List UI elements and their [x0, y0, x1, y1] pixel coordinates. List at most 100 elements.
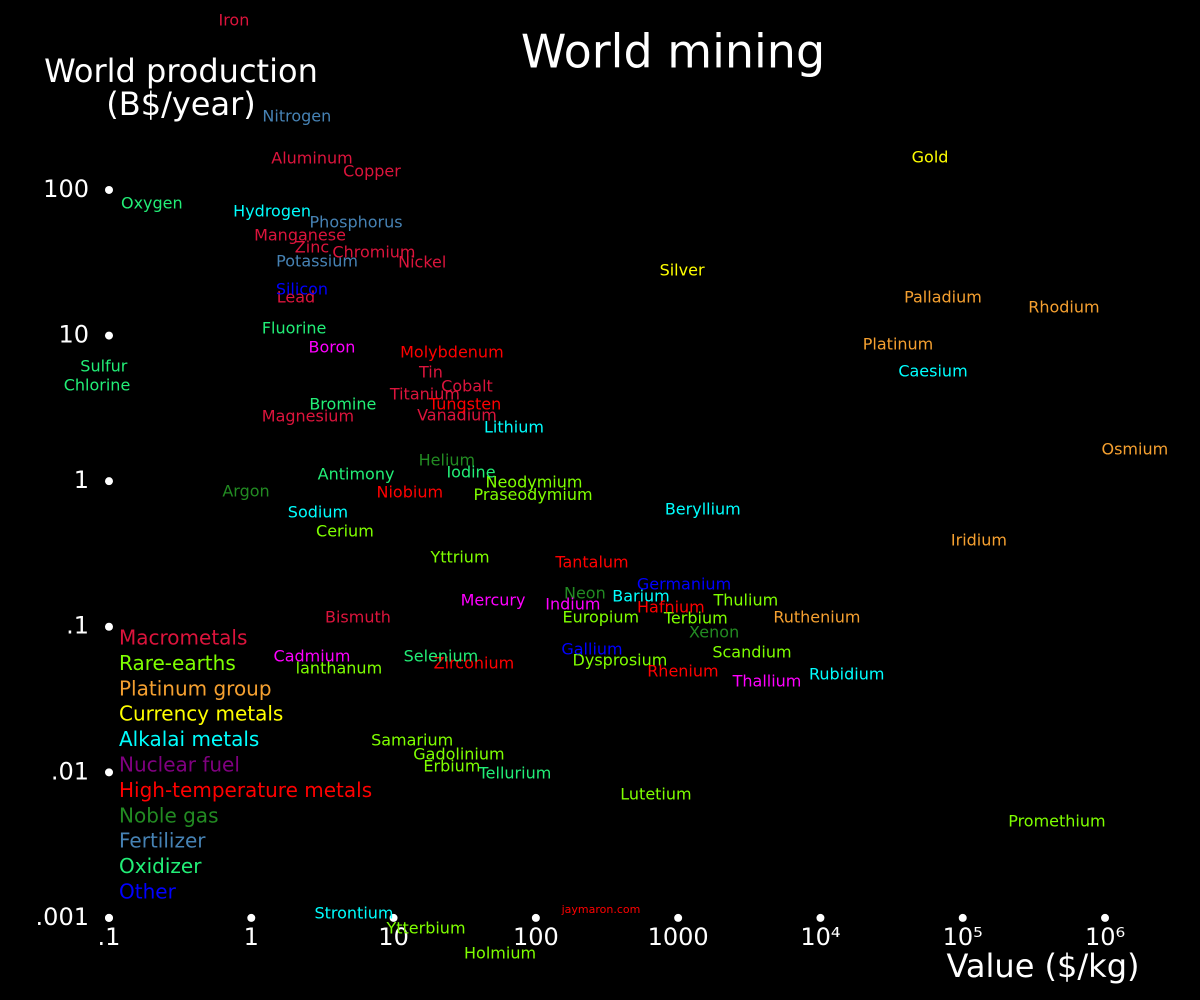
- element-point: Lithium: [484, 417, 544, 436]
- legend-entry: Fertilizer: [119, 829, 206, 853]
- element-point: Antimony: [318, 465, 395, 484]
- element-point: Cobalt: [441, 376, 493, 395]
- element-point: Indium: [545, 595, 600, 614]
- legend-entry: Macrometals: [119, 626, 247, 650]
- y-tick-label: .001: [36, 903, 89, 931]
- y-axis-label: (B$/year): [106, 85, 255, 123]
- element-point: Nitrogen: [262, 107, 331, 126]
- element-point: Dysprosium: [573, 650, 668, 669]
- element-point: Scandium: [712, 643, 791, 662]
- element-point: Helium: [419, 450, 476, 469]
- y-tick-mark: [104, 185, 113, 194]
- element-point: Holmium: [464, 943, 536, 962]
- element-point: Potassium: [276, 252, 358, 271]
- element-point: Tellurium: [478, 763, 552, 782]
- element-point: Manganese: [254, 225, 346, 244]
- element-point: Terbium: [663, 609, 728, 628]
- element-point: Phosphorus: [310, 213, 403, 232]
- y-axis-label: World production: [44, 52, 318, 90]
- element-point: Tin: [418, 363, 443, 382]
- element-point: Sulfur: [80, 357, 128, 376]
- element-point: Iron: [218, 10, 249, 29]
- element-point: Rhenium: [647, 661, 718, 680]
- legend-entry: Rare-earths: [119, 651, 236, 675]
- x-tick-mark: [104, 913, 113, 922]
- element-point: Cerium: [316, 521, 374, 540]
- legend-entry: Currency metals: [119, 702, 283, 726]
- element-point: Platinum: [863, 335, 933, 354]
- element-point: Zinc: [295, 237, 329, 256]
- element-point: Silicon: [276, 279, 328, 298]
- element-point: Strontium: [314, 904, 393, 923]
- element-point: Promethium: [1008, 811, 1105, 830]
- element-point: Xenon: [689, 622, 739, 641]
- element-point: Bromine: [309, 395, 376, 414]
- element-point: Ytterbium: [385, 918, 465, 937]
- legend-entry: Other: [119, 880, 177, 904]
- legend-entry: High-temperature metals: [119, 778, 372, 802]
- x-tick-mark: [674, 913, 683, 922]
- x-tick-label: 1000: [648, 923, 709, 951]
- element-point: Silver: [660, 260, 705, 279]
- element-point: Beryllium: [665, 499, 741, 518]
- element-point: Iodine: [446, 462, 495, 481]
- legend-entry: Oxidizer: [119, 854, 202, 878]
- element-point: Gallium: [561, 639, 622, 658]
- x-tick-label: 1: [244, 923, 259, 951]
- element-point: Ruthenium: [773, 607, 860, 626]
- element-point: Gold: [912, 147, 949, 166]
- element-point: Iridium: [951, 531, 1007, 550]
- y-tick-mark: [104, 331, 113, 340]
- element-point: Samarium: [371, 731, 453, 750]
- element-point: Chlorine: [64, 375, 131, 394]
- watermark: jaymaron.com: [561, 903, 641, 916]
- element-point: lanthanum: [296, 658, 382, 677]
- element-point: Europium: [563, 607, 640, 626]
- element-point: Caesium: [898, 362, 967, 381]
- element-point: Hafnium: [637, 597, 705, 616]
- element-point: Neon: [564, 583, 606, 602]
- y-tick-label: 10: [58, 321, 89, 349]
- element-point: Oxygen: [121, 194, 183, 213]
- x-tick-mark: [389, 913, 398, 922]
- x-tick-mark: [958, 913, 967, 922]
- y-tick-label: 100: [43, 175, 89, 203]
- x-tick-mark: [247, 913, 256, 922]
- element-point: Selenium: [404, 646, 479, 665]
- element-point: Chromium: [332, 243, 415, 262]
- element-point: Copper: [343, 161, 401, 180]
- x-tick-label: 10⁶: [1085, 923, 1125, 951]
- legend-entry: Platinum group: [119, 676, 272, 700]
- legend-entry: Noble gas: [119, 803, 218, 827]
- element-point: Sodium: [288, 502, 348, 521]
- element-point: Mercury: [461, 591, 526, 610]
- element-point: Palladium: [904, 288, 982, 307]
- y-tick-mark: [104, 477, 113, 486]
- element-point: Erbium: [423, 756, 480, 775]
- element-point: Molybdenum: [400, 343, 504, 362]
- element-point: Rubidium: [809, 665, 884, 684]
- element-point: Zirconium: [434, 653, 515, 672]
- element-point: Lead: [277, 288, 315, 307]
- element-point: Barium: [612, 587, 670, 606]
- element-point: Tantalum: [554, 553, 628, 572]
- x-tick-label: .1: [98, 923, 121, 951]
- y-tick-label: .01: [51, 757, 89, 785]
- element-point: Praseodymium: [473, 485, 592, 504]
- y-tick-label: 1: [74, 466, 89, 494]
- element-point: Vanadium: [417, 405, 497, 424]
- element-point: Thulium: [713, 591, 779, 610]
- legend-entry: Nuclear fuel: [119, 753, 240, 777]
- x-tick-label: 100: [513, 923, 559, 951]
- x-axis-label: Value ($/kg): [947, 947, 1140, 985]
- element-point: Titanium: [389, 384, 460, 403]
- element-point: Aluminum: [271, 149, 352, 168]
- chart-title: World mining: [521, 25, 825, 79]
- element-point: Fluorine: [262, 318, 327, 337]
- legend-entry: Alkalai metals: [119, 727, 259, 751]
- x-tick-mark: [816, 913, 825, 922]
- element-point: Niobium: [377, 482, 444, 501]
- element-point: Argon: [222, 481, 269, 500]
